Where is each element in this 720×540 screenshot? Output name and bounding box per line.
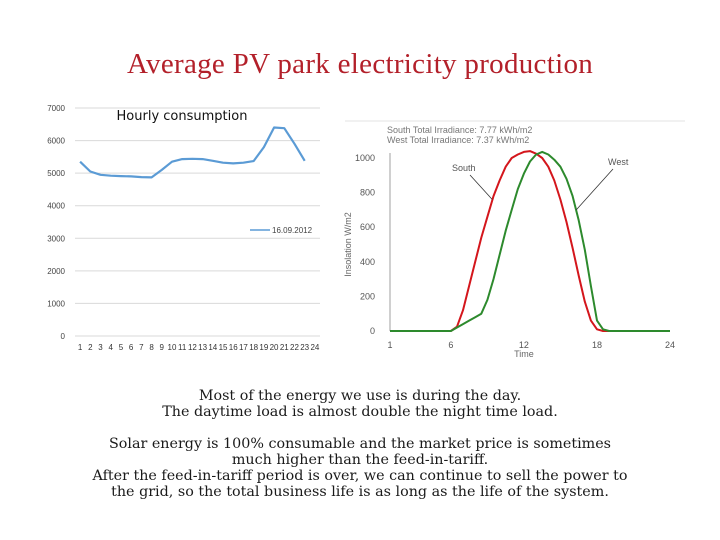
x-tick-label: 1 [387, 340, 392, 350]
y-tick-label: 6000 [47, 137, 65, 146]
x-tick-label: 15 [219, 343, 228, 352]
x-tick-label: 7 [139, 343, 144, 352]
annotation-label: South [452, 163, 476, 173]
x-tick-label: 10 [168, 343, 177, 352]
series-line-south [390, 150, 670, 332]
x-tick-label: 13 [198, 343, 207, 352]
annotation-label: West [608, 157, 629, 167]
x-tick-label: 8 [149, 343, 154, 352]
text-paragraph-day-usage: Most of the energy we use is during the … [40, 388, 680, 420]
x-tick-label: 24 [665, 340, 675, 350]
x-tick-label: 2 [88, 343, 93, 352]
series-line [79, 126, 306, 179]
x-tick-label: 5 [119, 343, 124, 352]
x-tick-label: 21 [280, 343, 289, 352]
text-line: much higher than the feed-in-tariff. [231, 452, 489, 468]
y-tick-label: 4000 [47, 202, 65, 211]
x-tick-label: 9 [160, 343, 165, 352]
x-tick-label: 16 [229, 343, 238, 352]
text-line: After the feed-in-tariff period is over,… [92, 468, 628, 484]
y-tick-label: 800 [360, 188, 375, 198]
x-tick-label: 1 [78, 343, 83, 352]
text-line: The daytime load is almost double the ni… [162, 404, 558, 420]
x-tick-label: 14 [208, 343, 217, 352]
irradiance-note: West Total Irradiance: 7.37 kWh/m2 [387, 135, 529, 145]
x-tick-label: 20 [270, 343, 279, 352]
y-tick-label: 5000 [47, 169, 65, 178]
x-tick-label: 17 [239, 343, 248, 352]
y-tick-label: 600 [360, 222, 375, 232]
x-tick-label: 12 [519, 340, 529, 350]
insolation-chart: South Total Irradiance: 7.77 kWh/m2West … [343, 120, 685, 359]
x-tick-label: 11 [178, 343, 187, 352]
x-tick-label: 24 [310, 343, 319, 352]
y-tick-label: 0 [61, 332, 66, 341]
irradiance-note: South Total Irradiance: 7.77 kWh/m2 [387, 125, 532, 135]
y-tick-label: 1000 [47, 299, 65, 308]
x-tick-label: 6 [448, 340, 453, 350]
x-tick-label: 18 [592, 340, 602, 350]
x-tick-label: 22 [290, 343, 299, 352]
series-line-west [390, 150, 670, 332]
x-tick-label: 18 [249, 343, 258, 352]
y-tick-label: 1000 [355, 153, 375, 163]
text-line: Most of the energy we use is during the … [198, 388, 522, 404]
x-tick-label: 4 [109, 343, 114, 352]
annotation-leader [575, 168, 614, 211]
chart-title: Hourly consumption [117, 109, 248, 124]
y-tick-label: 7000 [47, 104, 65, 113]
annotation-leader [469, 174, 493, 200]
y-tick-label: 3000 [47, 234, 65, 243]
x-tick-label: 19 [259, 343, 268, 352]
x-tick-label: 23 [300, 343, 309, 352]
y-tick-label: 200 [360, 291, 375, 301]
y-axis-label: Insolation W/m2 [343, 212, 353, 277]
y-tick-label: 400 [360, 257, 375, 267]
x-tick-label: 12 [188, 343, 197, 352]
text-paragraph-market: Solar energy is 100% consumable and the … [40, 436, 680, 500]
y-tick-label: 2000 [47, 267, 65, 276]
x-axis-label: Time [514, 349, 534, 359]
slide-title: Average PV park electricity production [126, 48, 594, 80]
text-line: the grid, so the total business life is … [111, 484, 609, 500]
legend-label: 16.09.2012 [272, 226, 313, 235]
x-tick-label: 3 [98, 343, 103, 352]
x-tick-label: 6 [129, 343, 134, 352]
text-line: Solar energy is 100% consumable and the … [108, 436, 612, 452]
y-tick-label: 0 [370, 326, 375, 336]
